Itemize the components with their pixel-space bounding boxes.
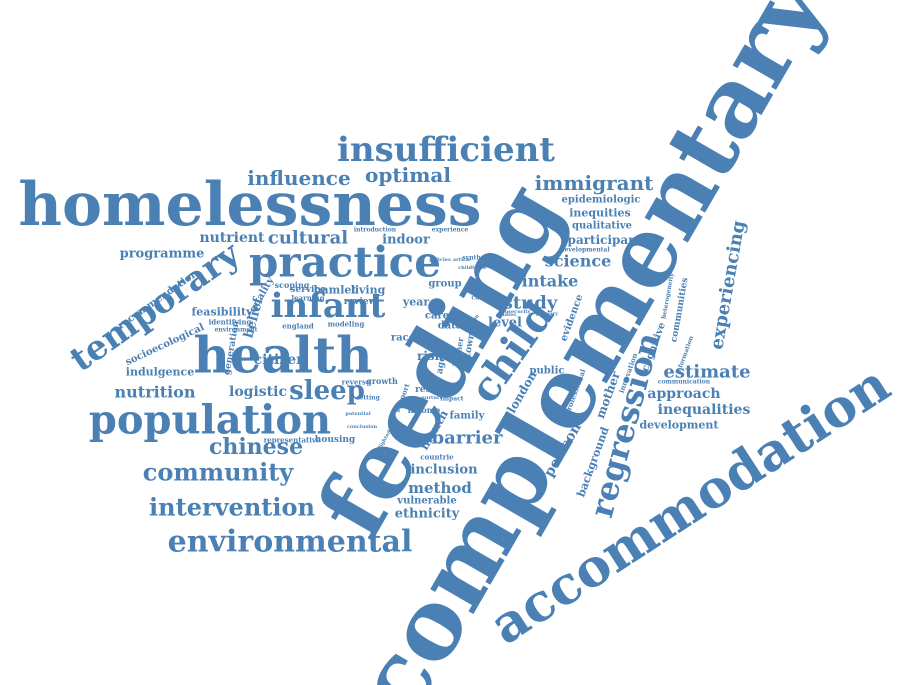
word-qualitative: qualitative [572, 221, 632, 232]
word-representative: representative [264, 436, 321, 445]
word-environment: environment [215, 327, 258, 334]
word-impact: impact [440, 396, 463, 403]
word-nutrition: nutrition [115, 383, 196, 402]
word-risk: risk [417, 349, 444, 363]
word-chinese: chinese [209, 434, 303, 460]
word-indulgence: indulgence [126, 366, 194, 379]
word-housing: housing [315, 435, 356, 445]
word-inequalities: inequalities [658, 402, 751, 418]
word-intake: intake [522, 272, 579, 291]
word-method: method [408, 479, 472, 497]
word-feasibility: feasibility [192, 306, 254, 319]
word-introduction: introduction [354, 227, 397, 234]
word-inequities: inequities [569, 207, 631, 220]
word-countrie: countrie [420, 453, 454, 462]
word-environmental: environmental [168, 525, 413, 560]
word-logistic: logistic [229, 384, 287, 400]
word-living: living [351, 284, 386, 297]
word-reverse: reverse [342, 378, 371, 387]
word-year: year [402, 296, 430, 309]
word-care: care [425, 311, 449, 322]
word-studies: studies [496, 312, 516, 318]
word-insufficient: insufficient [337, 130, 555, 170]
word-research: research [415, 385, 459, 395]
word-data: data [438, 321, 463, 332]
word-hamlet: hamlet [313, 284, 357, 297]
word-nurture: nurture [421, 395, 443, 401]
word-synthesis: synthesis [462, 255, 494, 262]
word-aged: aged [435, 349, 449, 375]
word-study: study [503, 293, 558, 314]
word-modeling: modeling [328, 320, 365, 329]
word-developmental: developmental [560, 247, 610, 254]
word-infant: infant [271, 286, 386, 326]
word-income: income [408, 405, 441, 415]
word-learning: learning [291, 294, 324, 303]
word-sleep: sleep [289, 376, 365, 406]
word-vulnerable: vulnerable [396, 496, 456, 507]
word-current: current [471, 295, 497, 302]
word-identifying: identifying [209, 318, 252, 327]
word-england: england [282, 322, 314, 331]
word-primary: primary [536, 311, 559, 317]
word-population: population [89, 397, 331, 444]
word-estimate: estimate [663, 362, 750, 383]
word-growth: growth [366, 376, 398, 386]
word-programme: programme [120, 247, 205, 262]
word-cultural: cultural [268, 228, 348, 249]
word-public: public [530, 366, 565, 377]
word-development: development [639, 419, 719, 432]
word-intervention: intervention [149, 493, 315, 522]
word-experience: experience [432, 227, 469, 234]
word-community: community [143, 458, 295, 487]
word-immigrant: immigrant [535, 171, 655, 195]
word-setting: setting [356, 395, 380, 402]
word-service: service [290, 285, 326, 295]
word-participant: participant [568, 233, 643, 247]
word-family: family [450, 411, 486, 422]
word-health: health [193, 326, 372, 385]
word-scoping: scoping [275, 280, 310, 290]
word-indoor: indoor [382, 233, 430, 248]
word-optimal: optimal [365, 163, 451, 187]
word-childhood: childhood [458, 265, 486, 271]
word-group: group [428, 279, 461, 290]
word-epidemiologic: epidemiologic [562, 195, 641, 206]
word-practice: practice [249, 238, 441, 287]
word-communication: communication [658, 379, 711, 386]
word-biosecurity: biosecurity [499, 309, 531, 315]
word-town: town [463, 332, 477, 358]
word-citizen: citizen [254, 352, 307, 368]
word-barrier: barrier [432, 428, 504, 449]
word-conclusion: conclusion [347, 424, 378, 430]
word-science: science [545, 252, 612, 271]
word-review: review [344, 297, 377, 307]
word-race: race [391, 333, 415, 344]
word-potential: potential [345, 411, 370, 417]
word-homelessness: homelessness [18, 170, 481, 240]
word-level: level [488, 316, 522, 331]
word-influence: influence [247, 166, 350, 190]
word-article: article [453, 257, 471, 263]
word-inclusion: inclusion [410, 463, 478, 478]
word-approach: approach [647, 386, 720, 402]
word-ethnicity: ethnicity [395, 507, 460, 522]
word-nutrient: nutrient [199, 230, 265, 246]
word-policies: policies [429, 257, 451, 263]
